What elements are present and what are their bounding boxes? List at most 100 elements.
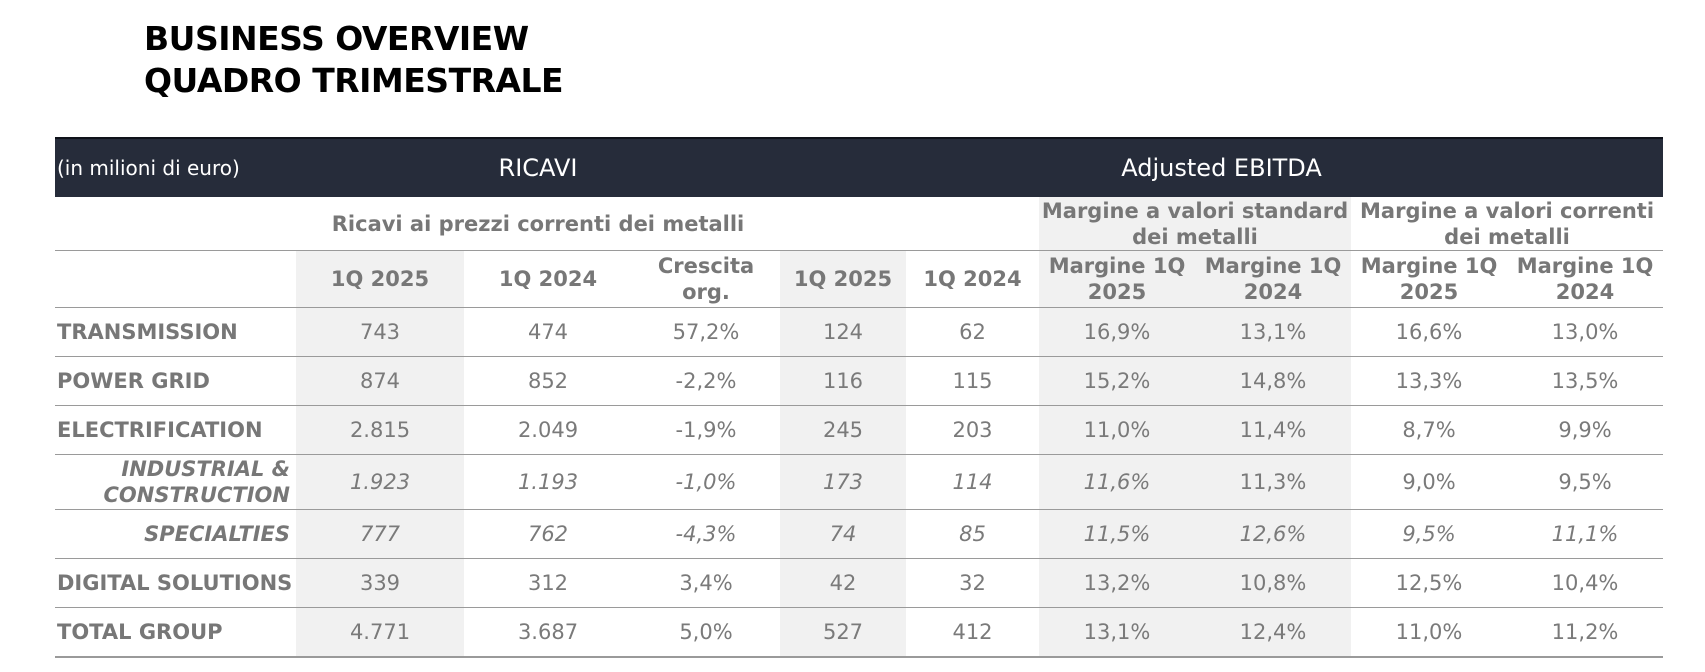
row-label: DIGITAL SOLUTIONS	[55, 558, 296, 608]
cell-ricavi-2025: 777	[296, 509, 464, 559]
cell-cur-margin-2024: 11,1%	[1507, 509, 1664, 559]
group-ricavi: RICAVI	[296, 137, 780, 197]
cell-ebitda-2024: 32	[906, 558, 1039, 608]
cell-cur-margin-2025: 11,0%	[1351, 607, 1507, 658]
title-line-2: QUADRO TRIMESTRALE	[144, 61, 564, 100]
cell-ricavi-2024: 852	[464, 356, 632, 406]
cell-std-margin-2024: 12,6%	[1195, 509, 1351, 559]
row-label: INDUSTRIAL & CONSTRUCTION	[55, 454, 296, 510]
cell-ebitda-2025: 74	[780, 509, 906, 559]
cell-ebitda-2025: 245	[780, 405, 906, 455]
cell-ebitda-2024: 85	[906, 509, 1039, 559]
cell-ebitda-2025: 116	[780, 356, 906, 406]
cell-ricavi-2025: 874	[296, 356, 464, 406]
cell-ebitda-2024: 114	[906, 454, 1039, 510]
group-adjusted-ebitda: Adjusted EBITDA	[780, 137, 1664, 197]
table-row-industrial-construction: INDUSTRIAL & CONSTRUCTION 1.923 1.193 -1…	[55, 454, 1664, 510]
cell-std-margin-2024: 14,8%	[1195, 356, 1351, 406]
cell-crescita: -1,0%	[632, 454, 780, 510]
cell-ebitda-2025: 124	[780, 307, 906, 357]
table-row-power-grid: POWER GRID 874 852 -2,2% 116 115 15,2% 1…	[55, 356, 1664, 406]
cell-crescita: -2,2%	[632, 356, 780, 406]
cell-cur-margin-2025: 8,7%	[1351, 405, 1507, 455]
cell-ricavi-2025: 2.815	[296, 405, 464, 455]
row-label: TOTAL GROUP	[55, 607, 296, 658]
cell-cur-margin-2024: 9,9%	[1507, 405, 1664, 455]
cell-ebitda-2025: 527	[780, 607, 906, 658]
cell-ricavi-2025: 1.923	[296, 454, 464, 510]
table-row-electrification: ELECTRIFICATION 2.815 2.049 -1,9% 245 20…	[55, 405, 1664, 455]
table-row-transmission: TRANSMISSION 743 474 57,2% 124 62 16,9% …	[55, 307, 1664, 357]
subheader-ricavi-desc: Ricavi ai prezzi correnti dei metalli	[296, 197, 780, 251]
col-header-ebitda-1q2024: 1Q 2024	[906, 250, 1039, 308]
row-label: ELECTRIFICATION	[55, 405, 296, 455]
unit-label: (in milioni di euro)	[55, 137, 296, 197]
cell-ricavi-2025: 743	[296, 307, 464, 357]
cell-ricavi-2025: 4.771	[296, 607, 464, 658]
cell-cur-margin-2024: 9,5%	[1507, 454, 1664, 510]
col-header-cur-margin-2025: Margine 1Q 2025	[1351, 250, 1507, 308]
cell-ricavi-2025: 339	[296, 558, 464, 608]
col-header-ricavi-1q2025: 1Q 2025	[296, 250, 464, 308]
cell-cur-margin-2024: 11,2%	[1507, 607, 1664, 658]
table-row-digital-solutions: DIGITAL SOLUTIONS 339 312 3,4% 42 32 13,…	[55, 558, 1664, 608]
col-header-std-margin-2024: Margine 1Q 2024	[1195, 250, 1351, 308]
cell-cur-margin-2024: 13,5%	[1507, 356, 1664, 406]
table-header-row: (in milioni di euro) RICAVI Adjusted EBI…	[55, 137, 1664, 197]
subheader-empty-ebitda	[780, 197, 1039, 251]
cell-crescita: -1,9%	[632, 405, 780, 455]
cell-std-margin-2024: 11,4%	[1195, 405, 1351, 455]
cell-ricavi-2024: 474	[464, 307, 632, 357]
subheader-margin-standard: Margine a valori standard dei metalli	[1039, 197, 1351, 251]
col-header-ebitda-1q2025: 1Q 2025	[780, 250, 906, 308]
row-label: SPECIALTIES	[55, 509, 296, 559]
col-header-empty	[55, 250, 296, 308]
col-header-crescita: Crescita org.	[632, 250, 780, 308]
cell-std-margin-2025: 11,5%	[1039, 509, 1195, 559]
cell-crescita: 5,0%	[632, 607, 780, 658]
cell-std-margin-2024: 13,1%	[1195, 307, 1351, 357]
cell-cur-margin-2024: 13,0%	[1507, 307, 1664, 357]
business-overview-table: (in milioni di euro) RICAVI Adjusted EBI…	[55, 137, 1664, 658]
subheader-margin-correnti: Margine a valori correnti dei metalli	[1351, 197, 1664, 251]
col-header-ricavi-1q2024: 1Q 2024	[464, 250, 632, 308]
cell-std-margin-2024: 10,8%	[1195, 558, 1351, 608]
cell-ricavi-2024: 762	[464, 509, 632, 559]
cell-ricavi-2024: 3.687	[464, 607, 632, 658]
cell-std-margin-2025: 11,6%	[1039, 454, 1195, 510]
row-label: TRANSMISSION	[55, 307, 296, 357]
table-subheader-row: Ricavi ai prezzi correnti dei metalli Ma…	[55, 197, 1664, 251]
cell-crescita: 57,2%	[632, 307, 780, 357]
row-label: POWER GRID	[55, 356, 296, 406]
cell-ebitda-2024: 115	[906, 356, 1039, 406]
cell-std-margin-2025: 13,1%	[1039, 607, 1195, 658]
cell-cur-margin-2025: 16,6%	[1351, 307, 1507, 357]
cell-crescita: -4,3%	[632, 509, 780, 559]
cell-ricavi-2024: 2.049	[464, 405, 632, 455]
cell-cur-margin-2025: 12,5%	[1351, 558, 1507, 608]
cell-cur-margin-2025: 9,0%	[1351, 454, 1507, 510]
col-header-std-margin-2025: Margine 1Q 2025	[1039, 250, 1195, 308]
cell-std-margin-2024: 12,4%	[1195, 607, 1351, 658]
cell-ebitda-2024: 412	[906, 607, 1039, 658]
cell-cur-margin-2024: 10,4%	[1507, 558, 1664, 608]
cell-ebitda-2024: 62	[906, 307, 1039, 357]
cell-ricavi-2024: 312	[464, 558, 632, 608]
title-line-1: BUSINESS OVERVIEW	[144, 19, 529, 58]
table-row-specialties: SPECIALTIES 777 762 -4,3% 74 85 11,5% 12…	[55, 509, 1664, 559]
cell-cur-margin-2025: 9,5%	[1351, 509, 1507, 559]
cell-ebitda-2025: 42	[780, 558, 906, 608]
cell-std-margin-2025: 11,0%	[1039, 405, 1195, 455]
cell-ricavi-2024: 1.193	[464, 454, 632, 510]
subheader-empty	[55, 197, 296, 251]
cell-ebitda-2024: 203	[906, 405, 1039, 455]
cell-std-margin-2024: 11,3%	[1195, 454, 1351, 510]
page-title: BUSINESS OVERVIEW QUADRO TRIMESTRALE	[144, 18, 564, 102]
cell-std-margin-2025: 13,2%	[1039, 558, 1195, 608]
column-header-row: 1Q 2025 1Q 2024 Crescita org. 1Q 2025 1Q…	[55, 250, 1664, 308]
cell-crescita: 3,4%	[632, 558, 780, 608]
cell-ebitda-2025: 173	[780, 454, 906, 510]
table-row-total-group: TOTAL GROUP 4.771 3.687 5,0% 527 412 13,…	[55, 607, 1664, 658]
cell-std-margin-2025: 15,2%	[1039, 356, 1195, 406]
cell-cur-margin-2025: 13,3%	[1351, 356, 1507, 406]
